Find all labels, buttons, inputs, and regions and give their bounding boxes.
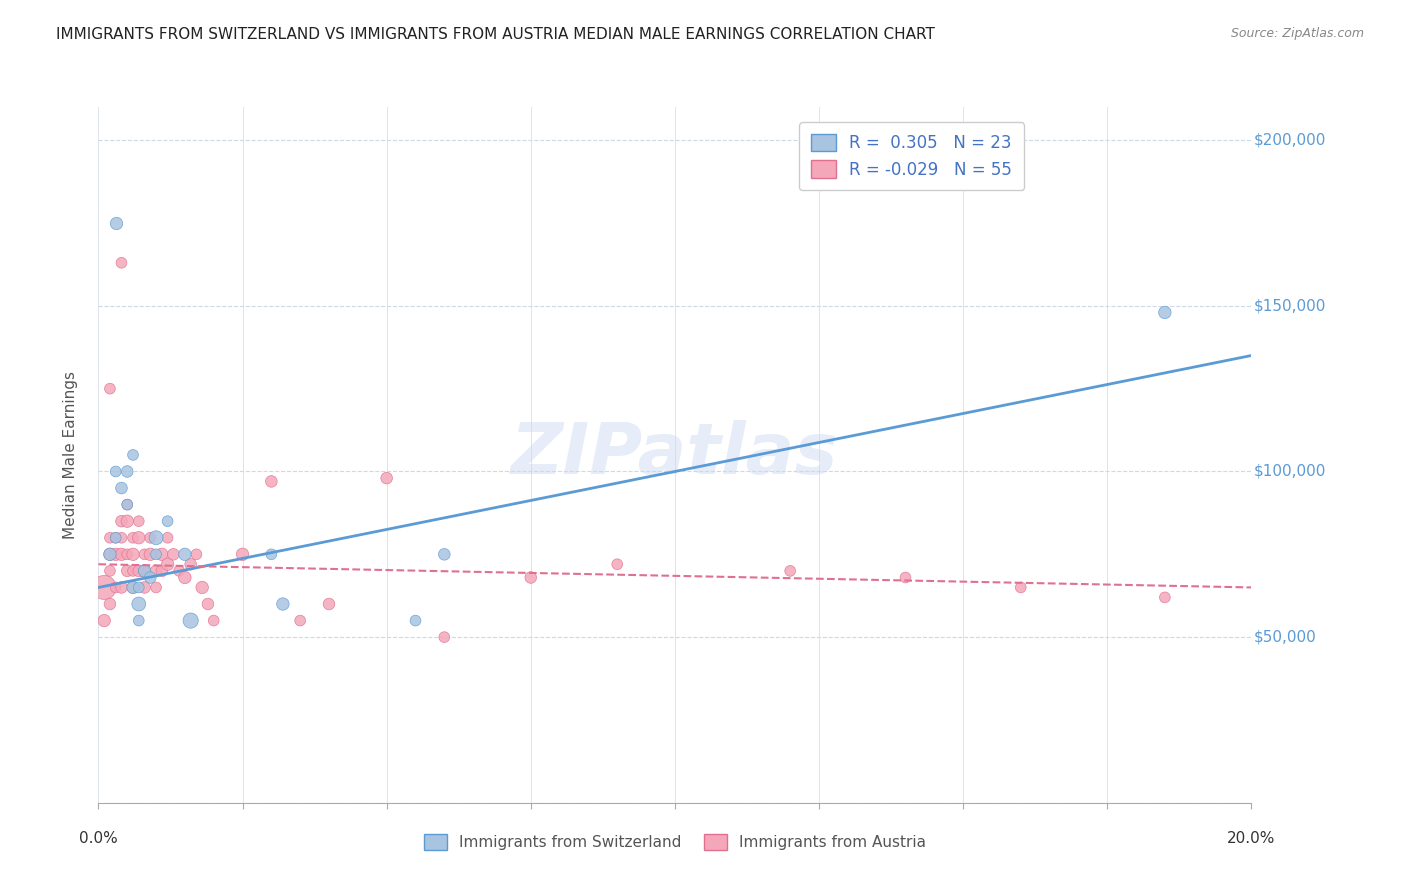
Point [117, 547, 138, 561]
Point [104, 581, 127, 595]
Point [122, 448, 145, 462]
Point [290, 614, 312, 628]
Point [117, 564, 138, 578]
Point [110, 581, 132, 595]
Point [104, 216, 127, 230]
Point [174, 547, 197, 561]
Point [110, 481, 132, 495]
Point [134, 547, 156, 561]
Text: 0.0%: 0.0% [79, 830, 118, 846]
Point [104, 547, 127, 561]
Point [433, 630, 456, 644]
Text: $200,000: $200,000 [1254, 133, 1326, 148]
Point [156, 514, 179, 528]
Point [110, 547, 132, 561]
Point [180, 614, 202, 628]
Point [98, 382, 121, 396]
Point [180, 558, 202, 572]
Point [98, 531, 121, 545]
Point [197, 597, 219, 611]
Point [104, 531, 127, 545]
Text: $150,000: $150,000 [1254, 298, 1326, 313]
Point [318, 597, 340, 611]
Point [93, 581, 115, 595]
Text: $100,000: $100,000 [1254, 464, 1326, 479]
Point [117, 465, 138, 479]
Point [128, 564, 150, 578]
Y-axis label: Median Male Earnings: Median Male Earnings [63, 371, 77, 539]
Point [145, 547, 167, 561]
Point [405, 614, 427, 628]
Point [122, 581, 145, 595]
Point [98, 547, 121, 561]
Point [186, 547, 208, 561]
Text: Source: ZipAtlas.com: Source: ZipAtlas.com [1230, 27, 1364, 40]
Point [260, 547, 283, 561]
Point [134, 564, 156, 578]
Point [122, 564, 145, 578]
Point [894, 570, 917, 584]
Text: $50,000: $50,000 [1254, 630, 1316, 645]
Point [433, 547, 456, 561]
Point [104, 531, 127, 545]
Point [98, 547, 121, 561]
Point [117, 514, 138, 528]
Point [117, 498, 138, 512]
Point [122, 547, 145, 561]
Point [110, 514, 132, 528]
Point [122, 581, 145, 595]
Point [202, 614, 225, 628]
Point [191, 581, 214, 595]
Point [150, 547, 173, 561]
Text: 20.0%: 20.0% [1227, 830, 1275, 846]
Point [156, 558, 179, 572]
Point [231, 547, 254, 561]
Point [139, 531, 162, 545]
Point [375, 471, 398, 485]
Point [139, 570, 162, 584]
Point [150, 564, 173, 578]
Point [606, 558, 628, 572]
Point [1153, 305, 1175, 319]
Point [110, 531, 132, 545]
Point [110, 256, 132, 270]
Point [145, 581, 167, 595]
Point [174, 570, 197, 584]
Point [93, 614, 115, 628]
Point [117, 498, 138, 512]
Point [779, 564, 801, 578]
Point [98, 597, 121, 611]
Point [1153, 591, 1175, 605]
Text: ZIPatlas: ZIPatlas [512, 420, 838, 490]
Point [134, 564, 156, 578]
Point [156, 531, 179, 545]
Point [162, 547, 184, 561]
Point [145, 531, 167, 545]
Point [128, 514, 150, 528]
Point [1010, 581, 1032, 595]
Text: IMMIGRANTS FROM SWITZERLAND VS IMMIGRANTS FROM AUSTRIA MEDIAN MALE EARNINGS CORR: IMMIGRANTS FROM SWITZERLAND VS IMMIGRANT… [56, 27, 935, 42]
Point [134, 581, 156, 595]
Point [98, 564, 121, 578]
Point [520, 570, 543, 584]
Point [167, 564, 190, 578]
Point [128, 581, 150, 595]
Point [260, 475, 283, 489]
Legend: Immigrants from Switzerland, Immigrants from Austria: Immigrants from Switzerland, Immigrants … [416, 827, 934, 858]
Point [122, 531, 145, 545]
Point [104, 465, 127, 479]
Point [271, 597, 294, 611]
Point [145, 564, 167, 578]
Point [128, 531, 150, 545]
Point [139, 547, 162, 561]
Point [128, 597, 150, 611]
Point [128, 614, 150, 628]
